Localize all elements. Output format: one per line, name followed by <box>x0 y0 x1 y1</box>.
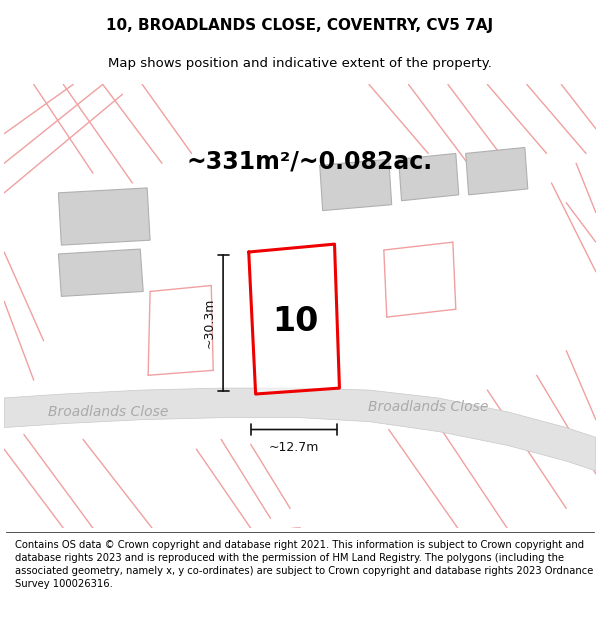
Polygon shape <box>58 249 143 296</box>
Text: 10, BROADLANDS CLOSE, COVENTRY, CV5 7AJ: 10, BROADLANDS CLOSE, COVENTRY, CV5 7AJ <box>106 18 494 32</box>
Polygon shape <box>249 244 340 394</box>
Text: ~331m²/~0.082ac.: ~331m²/~0.082ac. <box>187 149 433 173</box>
Text: 10: 10 <box>272 304 318 338</box>
Polygon shape <box>466 148 528 195</box>
Polygon shape <box>320 159 392 211</box>
Text: ~12.7m: ~12.7m <box>269 441 319 454</box>
Polygon shape <box>4 388 596 471</box>
Polygon shape <box>58 188 150 245</box>
Text: Map shows position and indicative extent of the property.: Map shows position and indicative extent… <box>108 57 492 70</box>
Text: Broadlands Close: Broadlands Close <box>368 400 488 414</box>
Text: Broadlands Close: Broadlands Close <box>47 405 168 419</box>
Text: Contains OS data © Crown copyright and database right 2021. This information is : Contains OS data © Crown copyright and d… <box>15 540 593 589</box>
Polygon shape <box>398 153 459 201</box>
Text: ~30.3m: ~30.3m <box>203 298 216 348</box>
